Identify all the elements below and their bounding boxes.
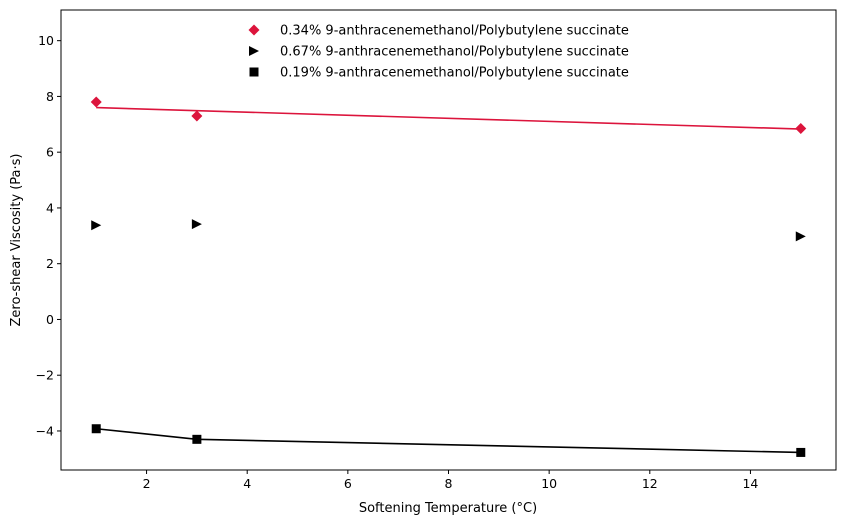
legend-label-1: 0.34% 9-anthracenemethanol/Polybutylene …: [280, 24, 629, 39]
point-series-3: [91, 424, 101, 434]
x-tick-label: 12: [642, 476, 658, 491]
y-tick-label: 0: [46, 312, 54, 327]
legend-marker-2: [249, 46, 259, 56]
x-tick-label: 8: [445, 476, 453, 491]
data-points: [90, 96, 807, 457]
y-tick-label: 2: [46, 256, 54, 271]
point-series-2: [795, 231, 806, 242]
point-series-3: [192, 434, 202, 444]
point-series-1: [90, 96, 102, 108]
x-axis-title: Softening Temperature (°C): [359, 501, 537, 516]
y-tick-label: 6: [46, 145, 54, 160]
legend-marker-3: [249, 67, 259, 77]
legend-marker-1: [248, 24, 260, 36]
legend-label-3: 0.19% 9-anthracenemethanol/Polybutylene …: [280, 66, 629, 81]
point-series-2: [191, 219, 202, 230]
y-axis-title: Zero-shear Viscosity (Pa·s): [9, 154, 24, 327]
legend-label-2: 0.67% 9-anthracenemethanol/Polybutylene …: [280, 45, 629, 60]
axis-ticks: 2 4 6 8 10 12 14 −4 −2 0 2 4 6 8 10: [36, 33, 759, 491]
point-series-3: [796, 447, 806, 457]
y-tick-label: 4: [46, 200, 54, 215]
y-tick-label: 8: [46, 89, 54, 104]
plot-area: [60, 9, 837, 471]
point-series-1: [795, 122, 807, 134]
point-series-2: [91, 220, 102, 231]
x-tick-label: 6: [344, 476, 352, 491]
y-tick-label: −2: [36, 368, 54, 383]
x-tick-label: 10: [541, 476, 557, 491]
x-tick-label: 4: [243, 476, 251, 491]
y-tick-label: −4: [36, 423, 54, 438]
fit-line-series-1: [96, 106, 801, 130]
x-tick-label: 14: [742, 476, 758, 491]
y-tick-label: 10: [38, 33, 54, 48]
point-series-1: [191, 110, 203, 122]
legend: 0.34% 9-anthracenemethanol/Polybutylene …: [248, 24, 629, 81]
x-tick-label: 2: [143, 476, 151, 491]
